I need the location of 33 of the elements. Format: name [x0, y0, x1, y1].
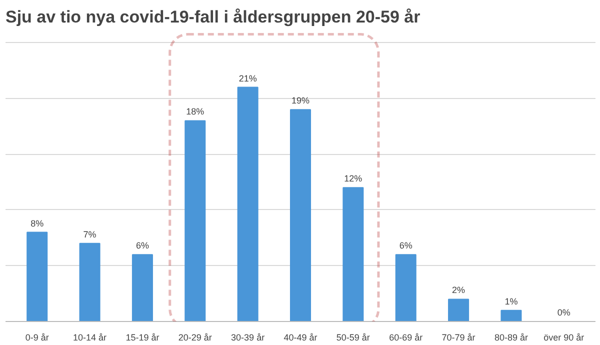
bar — [237, 86, 258, 322]
x-tick-label: 10-14 år — [73, 332, 107, 342]
x-tick-label: 70-79 år — [442, 332, 476, 342]
x-tick-label: 15-19 år — [126, 332, 160, 342]
bar — [448, 298, 470, 322]
data-label: 0% — [557, 308, 570, 318]
data-label: 8% — [30, 218, 44, 228]
data-label: 6% — [399, 240, 412, 251]
bar — [184, 120, 206, 322]
x-tick-label: 30-39 år — [231, 332, 265, 342]
data-label: 1% — [504, 296, 518, 306]
bar — [26, 232, 48, 322]
x-tick-label: 0-9 år — [25, 332, 49, 342]
data-label: 21% — [238, 73, 257, 84]
x-tick-label: 80-89 år — [494, 332, 528, 342]
data-label: 2% — [452, 285, 466, 296]
bar — [500, 310, 522, 322]
x-tick-label: 60-69 år — [389, 332, 423, 342]
bar — [342, 187, 364, 322]
bar — [79, 242, 100, 322]
x-tick-label: över 90 år — [544, 332, 584, 342]
bar — [290, 109, 312, 322]
bar — [132, 254, 153, 322]
data-label: 19% — [291, 96, 310, 106]
x-tick-label: 40-49 år — [284, 332, 318, 342]
data-label: 12% — [344, 174, 362, 184]
data-label: 6% — [136, 240, 149, 251]
data-label: 7% — [83, 229, 96, 240]
x-tick-label: 20-29 år — [178, 332, 212, 342]
bar — [395, 254, 416, 322]
chart-title: Sju av tio nya covid-19-fall i åldersgruppen 20-59 år — [6, 8, 421, 26]
data-label: 18% — [186, 106, 204, 117]
x-tick-label: 50-59 år — [336, 332, 370, 342]
